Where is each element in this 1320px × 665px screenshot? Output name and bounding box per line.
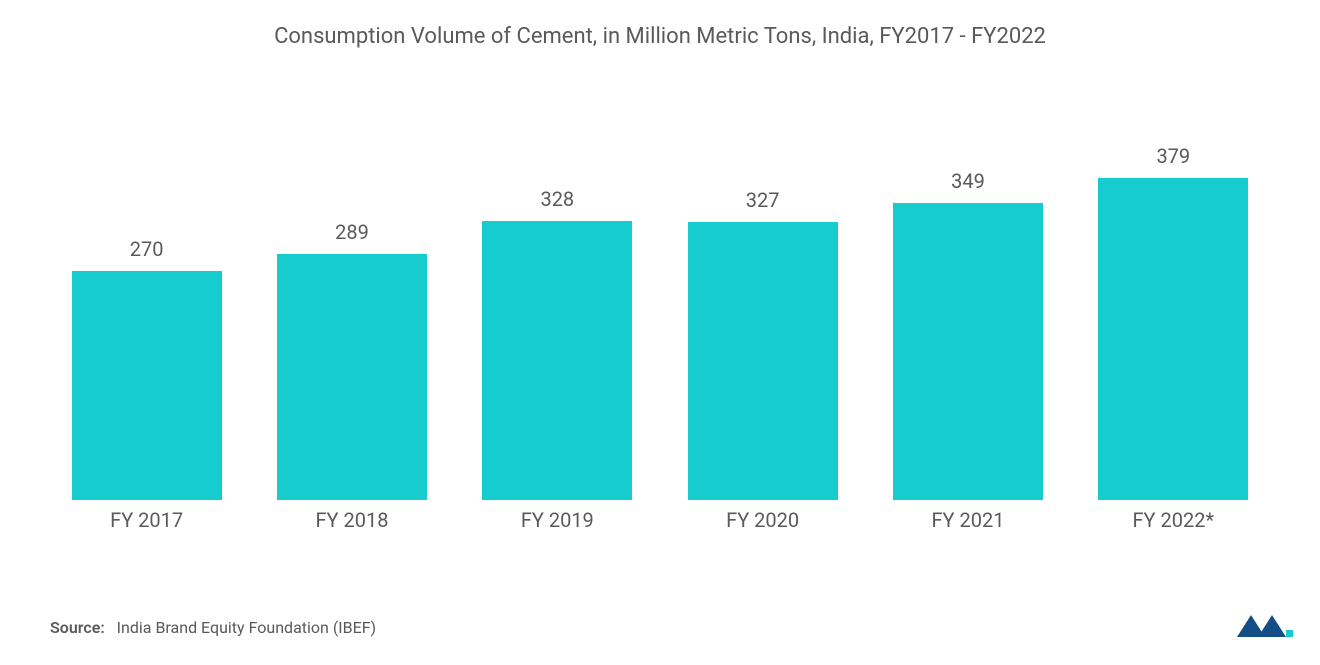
bar-group: 328 — [455, 100, 660, 500]
bar-category-label: FY 2022* — [1071, 508, 1276, 540]
bar — [893, 203, 1043, 500]
bar — [1098, 178, 1248, 500]
chart-title: Consumption Volume of Cement, in Million… — [0, 0, 1320, 49]
bar-group: 379 — [1071, 100, 1276, 500]
bar-category-label: FY 2018 — [249, 508, 454, 540]
labels-row: FY 2017FY 2018FY 2019FY 2020FY 2021FY 20… — [44, 508, 1276, 540]
bar-group: 289 — [249, 100, 454, 500]
bars-row: 270 289 328 327 349 379 — [44, 100, 1276, 500]
bar-value-label: 270 — [130, 237, 164, 261]
bar — [482, 221, 632, 500]
bar-category-label: FY 2020 — [660, 508, 865, 540]
bar-value-label: 328 — [540, 187, 574, 211]
bar-value-label: 289 — [335, 220, 369, 244]
bar — [72, 271, 222, 501]
chart-area: 270 289 328 327 349 379 FY 2017FY 2018FY 2019… — [44, 100, 1276, 540]
bar-value-label: 349 — [951, 169, 985, 193]
bar-group: 349 — [865, 100, 1070, 500]
bar-group: 270 — [44, 100, 249, 500]
bar-value-label: 379 — [1156, 144, 1190, 168]
source-text: India Brand Equity Foundation (IBEF) — [117, 618, 376, 637]
source-label: Source: — [50, 618, 105, 637]
bar-value-label: 327 — [746, 188, 780, 212]
bar-group: 327 — [660, 100, 865, 500]
bar-category-label: FY 2021 — [865, 508, 1070, 540]
bar — [688, 222, 838, 500]
bar-category-label: FY 2017 — [44, 508, 249, 540]
source-footer: Source: India Brand Equity Foundation (I… — [50, 618, 376, 637]
bar-category-label: FY 2019 — [455, 508, 660, 540]
brand-logo-icon — [1234, 607, 1294, 643]
bar — [277, 254, 427, 500]
